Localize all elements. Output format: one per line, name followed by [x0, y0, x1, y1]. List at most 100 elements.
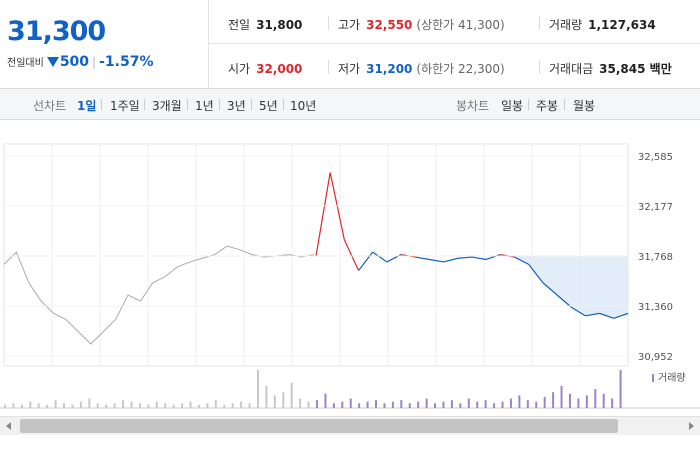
volume-bar: [459, 403, 462, 408]
plot-frame: [3, 143, 629, 367]
divider: [528, 99, 529, 110]
tab-1d[interactable]: 1일: [77, 99, 97, 113]
line-chart-label: 선차트: [33, 99, 67, 113]
volume-bar: [164, 403, 167, 408]
price-segment-up: [315, 172, 331, 257]
open-value: 32,000: [256, 62, 303, 76]
divider: [328, 60, 329, 74]
y-tick-label: 32,585: [638, 152, 673, 163]
y-tick-label: 31,360: [638, 302, 673, 313]
tab-3m[interactable]: 3개월: [152, 99, 182, 113]
volume-bar: [611, 398, 614, 408]
tab-5y[interactable]: 5년: [259, 99, 278, 113]
volume-bar: [130, 401, 133, 408]
volume-bar: [37, 403, 40, 408]
change-value: 500: [59, 54, 90, 70]
volume-bar: [63, 403, 66, 408]
chart-period-tabs: 선차트 1일 1주일 3개월 1년 3년 5년 10년 봉차트 일봉 주봉 월봉: [0, 89, 700, 120]
scroll-right-icon[interactable]: [689, 422, 694, 430]
amount-cell: 거래대금 35,845 백만: [549, 60, 672, 77]
volume-bar: [46, 404, 49, 408]
price-segment-down: [471, 256, 487, 261]
volume-bar: [408, 403, 411, 408]
price-segment-down: [443, 257, 458, 263]
upper-limit: (상한가 41,300): [416, 18, 505, 32]
prev-close-cell: 전일 31,800: [228, 16, 302, 33]
volume-bar: [172, 404, 175, 408]
divider: |: [92, 55, 97, 69]
tab-daily-candle[interactable]: 일봉: [501, 99, 524, 113]
volume-bar: [138, 403, 141, 408]
divider: [219, 99, 220, 110]
current-price-box: 31,300 전일대비 500 | -1.57%: [0, 0, 209, 88]
chart-scrollbar[interactable]: [0, 416, 700, 435]
price-segment-down: [585, 312, 600, 317]
scroll-left-icon[interactable]: [6, 422, 11, 430]
volume-bar: [231, 403, 234, 408]
volume-bar: [535, 401, 538, 408]
tab-1y[interactable]: 1년: [195, 99, 214, 113]
high-value: 32,550: [366, 18, 413, 32]
change-percent: -1.57%: [99, 54, 154, 70]
y-tick-label: 31,768: [638, 252, 673, 263]
price-segment-down: [415, 256, 430, 261]
price-segment-down: [570, 306, 586, 317]
volume-bar: [324, 393, 327, 408]
tab-monthly-candle[interactable]: 월봉: [573, 99, 596, 113]
y-axis: 32,585 32,177 31,768 31,360 30,952: [4, 152, 673, 363]
price-segment-down: [613, 312, 629, 319]
volume-bar: [265, 385, 268, 408]
divider: [328, 16, 329, 30]
volume-bar: [223, 404, 226, 408]
high-label: 고가: [338, 18, 361, 32]
divider: [251, 99, 252, 110]
volume-bar: [341, 401, 344, 408]
quote-panel: 31,300 전일대비 500 | -1.57% 전일 31,800 고가 32,550(…: [0, 0, 700, 89]
volume-bar: [12, 403, 15, 408]
volume-bar: [332, 403, 335, 408]
scroll-thumb[interactable]: [20, 419, 618, 433]
volume-bar: [619, 370, 622, 408]
amount-label: 거래대금: [549, 62, 594, 76]
price-segment-down: [528, 264, 544, 284]
tab-10y[interactable]: 10년: [290, 99, 317, 113]
volume-bar: [88, 398, 91, 408]
amount-value: 35,845 백만: [599, 62, 672, 76]
chart-svg: 32,585 32,177 31,768 31,360 30,952 거래량: [0, 143, 700, 409]
volume-bar: [4, 404, 6, 408]
volume-bar: [375, 400, 378, 408]
volume-bar: [484, 400, 487, 408]
price-segment-down: [542, 282, 558, 296]
volume-bar: [54, 400, 57, 408]
volume-bar: [197, 404, 200, 408]
volume-bar: [29, 401, 32, 408]
volume-bar: [577, 398, 580, 408]
high-cell: 고가 32,550 (상한가 41,300): [338, 16, 505, 33]
price-segment-down: [429, 258, 444, 263]
volume-bar: [442, 401, 445, 408]
prev-close-label: 전일: [228, 18, 251, 32]
volume-bar: [400, 400, 403, 408]
open-label: 시가: [228, 62, 251, 76]
tab-1w[interactable]: 1주일: [110, 99, 140, 113]
low-value: 31,200: [366, 62, 413, 76]
price-segment-down: [599, 312, 615, 319]
volume-bar: [425, 398, 428, 408]
volume-label: 거래량: [549, 18, 583, 32]
volume-bar: [568, 393, 571, 408]
chart-grid: [3, 143, 629, 367]
volume-bar: [585, 395, 588, 408]
price-segment-down: [485, 254, 501, 261]
divider: [187, 99, 188, 110]
volume-bar: [189, 401, 192, 408]
price-segment-down: [556, 294, 572, 308]
current-price: 31,300: [7, 16, 106, 47]
divider: [101, 99, 102, 110]
divider: [564, 99, 565, 110]
tab-weekly-candle[interactable]: 주봉: [536, 99, 559, 113]
tab-3y[interactable]: 3년: [227, 99, 246, 113]
volume-bar: [560, 385, 563, 408]
price-segment-down: [358, 251, 374, 271]
volume-bar: [273, 395, 276, 408]
volume-bar: [282, 392, 285, 408]
